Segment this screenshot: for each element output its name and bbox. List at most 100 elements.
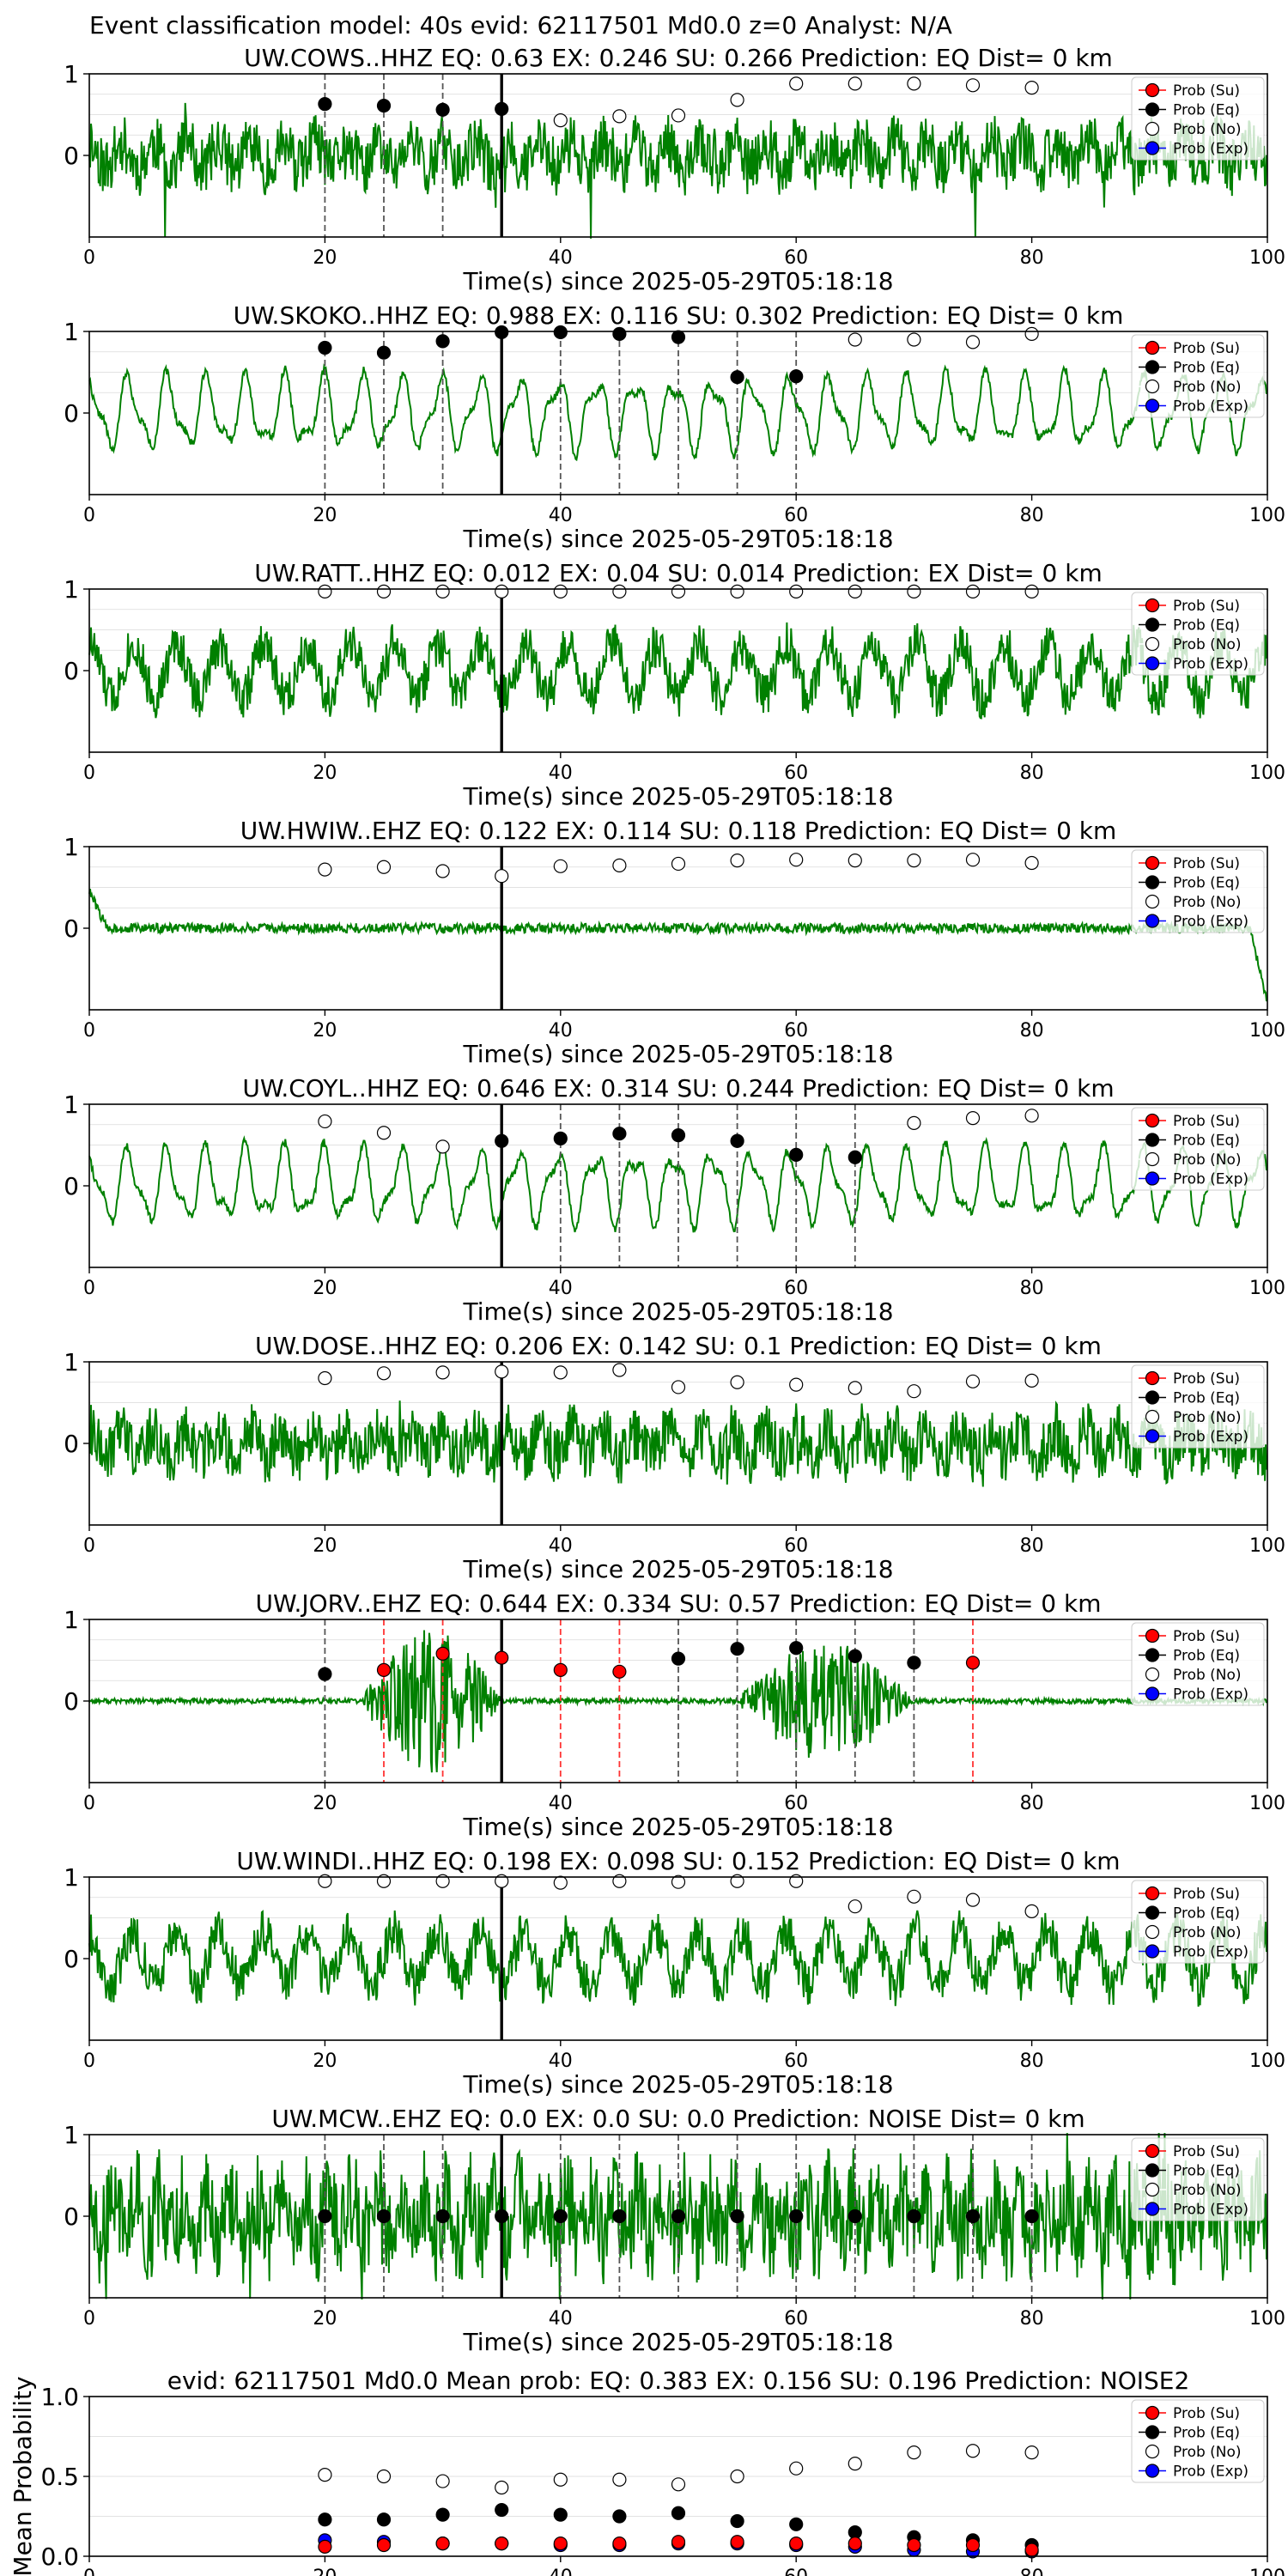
prob-point-no <box>848 1381 862 1395</box>
x-tick-label: 0 <box>83 247 95 269</box>
legend-label: Prob (Exp) <box>1173 2202 1249 2219</box>
x-tick-label: 80 <box>1020 2050 1044 2072</box>
prob-point-eq <box>848 1649 862 1663</box>
x-tick-label: 20 <box>313 2567 337 2576</box>
legend-label: Prob (Exp) <box>1173 398 1249 416</box>
prob-point-eq <box>789 2517 804 2531</box>
x-tick-label: 20 <box>313 1793 337 1814</box>
legend-label: Prob (Exp) <box>1173 2464 1249 2481</box>
prob-point-eq <box>671 2208 686 2224</box>
x-tick-label: 100 <box>1249 1535 1285 1557</box>
legend-frame <box>1131 849 1265 933</box>
legend-marker <box>1145 617 1160 632</box>
y-tick-label: 0 <box>64 914 79 943</box>
legend-marker <box>1145 2143 1160 2159</box>
prob-point-eq <box>612 2509 627 2524</box>
legend-marker <box>1145 340 1160 355</box>
legend-marker <box>1145 1905 1160 1920</box>
panel-7: UW.JORV..EHZ EQ: 0.644 EX: 0.334 SU: 0.5… <box>64 1589 1285 1841</box>
legend: Prob (Su)Prob (Eq)Prob (No)Prob (Exp) <box>1131 334 1265 418</box>
y-tick-label: 1 <box>64 833 79 861</box>
x-tick-label: 40 <box>549 2308 573 2330</box>
x-tick-label: 40 <box>549 2050 573 2072</box>
y-axis-label: Mean Probability <box>9 2376 37 2576</box>
prob-point-no <box>671 1874 686 1889</box>
x-tick-label: 20 <box>313 1020 337 1042</box>
panel-1: UW.COWS..HHZ EQ: 0.63 EX: 0.246 SU: 0.26… <box>64 44 1285 295</box>
prob-point-no <box>1024 1109 1039 1123</box>
prob-point-no <box>553 859 568 873</box>
panel-title: UW.WINDI..HHZ EQ: 0.198 EX: 0.098 SU: 0.… <box>236 1847 1120 1875</box>
prob-point-eq <box>612 326 627 341</box>
prob-point-eq <box>318 97 332 112</box>
x-tick-label: 20 <box>313 1535 337 1557</box>
prob-point-no <box>376 1126 392 1140</box>
prob-point-su <box>612 1664 627 1679</box>
prob-point-no <box>318 2468 332 2482</box>
prob-point-su <box>553 2537 568 2551</box>
prob-point-eq <box>848 1150 862 1164</box>
prob-point-no <box>553 1365 568 1380</box>
legend-marker <box>1145 875 1160 890</box>
legend-marker <box>1145 141 1160 155</box>
prob-point-su <box>495 1650 509 1665</box>
x-tick-label: 80 <box>1020 1278 1044 1299</box>
legend-marker <box>1145 1171 1160 1186</box>
prob-point-no <box>376 1874 392 1888</box>
prob-point-no <box>553 1875 568 1890</box>
x-tick-label: 80 <box>1020 1535 1044 1557</box>
prob-point-no <box>730 93 744 107</box>
prob-point-no <box>495 2480 509 2495</box>
prob-point-no <box>965 335 981 349</box>
prob-point-eq <box>435 2507 450 2522</box>
panel-5: UW.COYL..HHZ EQ: 0.646 EX: 0.314 SU: 0.2… <box>64 1074 1285 1326</box>
prob-point-no <box>435 1139 450 1154</box>
legend-marker <box>1145 2444 1160 2459</box>
legend-marker <box>1145 1628 1160 1643</box>
x-tick-label: 80 <box>1020 2567 1044 2576</box>
legend-frame <box>1131 1364 1265 1449</box>
x-tick-label: 80 <box>1020 247 1044 269</box>
x-axis-label: Time(s) since 2025-05-29T05:18:18 <box>462 1040 893 1068</box>
prob-point-no <box>789 1874 804 1888</box>
prob-point-no <box>1024 326 1039 341</box>
x-axis-label: Time(s) since 2025-05-29T05:18:18 <box>462 1297 893 1326</box>
prob-point-eq <box>553 2507 568 2522</box>
prob-point-no <box>495 584 509 598</box>
waveform-trace <box>88 102 1267 239</box>
legend: Prob (Su)Prob (Eq)Prob (No)Prob (Exp) <box>1131 2137 1265 2221</box>
legend-label: Prob (No) <box>1173 1151 1242 1169</box>
y-tick-label: 1.0 <box>40 2383 79 2411</box>
prob-point-no <box>789 2461 804 2476</box>
x-tick-label: 0 <box>83 505 95 526</box>
legend-marker <box>1145 1429 1160 1443</box>
panel-9: UW.MCW..EHZ EQ: 0.0 EX: 0.0 SU: 0.0 Pred… <box>64 2105 1285 2356</box>
legend-marker <box>1145 855 1160 871</box>
prob-point-no <box>318 1874 332 1888</box>
prob-point-no <box>965 1374 981 1388</box>
legend-label: Prob (Eq) <box>1173 1648 1240 1665</box>
prob-point-no <box>848 76 862 91</box>
prob-point-eq <box>495 101 509 116</box>
legend-marker <box>1145 82 1160 98</box>
prob-point-eq <box>730 2513 744 2529</box>
prob-point-eq <box>612 2208 627 2224</box>
prob-point-no <box>907 1384 921 1399</box>
legend: Prob (Su)Prob (Eq)Prob (No)Prob (Exp) <box>1131 1107 1265 1191</box>
figure-suptitle: Event classification model: 40s evid: 62… <box>89 11 952 39</box>
prob-point-su <box>376 2537 392 2553</box>
legend-marker <box>1145 636 1160 652</box>
prob-point-no <box>965 853 981 867</box>
prob-point-no <box>612 1874 627 1888</box>
x-tick-label: 80 <box>1020 505 1044 526</box>
prob-point-no <box>435 1874 450 1888</box>
x-tick-label: 80 <box>1020 1020 1044 1042</box>
prob-point-no <box>553 584 568 598</box>
prob-point-no <box>612 2472 627 2487</box>
panel-10: evid: 62117501 Md0.0 Mean prob: EQ: 0.38… <box>9 2366 1285 2576</box>
prob-point-no <box>1024 81 1039 95</box>
prob-point-no <box>848 854 862 868</box>
legend-marker <box>1145 2202 1160 2216</box>
legend-marker <box>1145 1390 1160 1405</box>
